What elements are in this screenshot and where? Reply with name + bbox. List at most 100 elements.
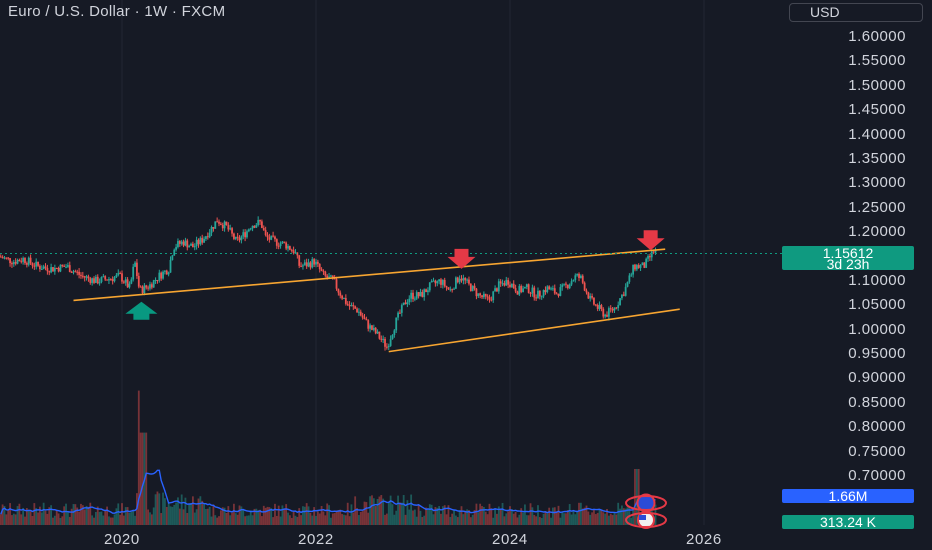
volume-bar [46,513,49,525]
volume-bar [261,516,263,525]
volume-bar [14,514,17,525]
candle-body [316,261,319,264]
volume-bar [128,512,131,525]
volume-bar [264,507,267,525]
candle-body [520,286,523,293]
volume-bar [469,517,472,525]
y-tick-label: 1.05000 [848,296,906,314]
volume-bar [496,513,498,525]
volume-bar [223,507,226,525]
candle-body [74,271,77,273]
candle-body [509,284,511,287]
candle-body [186,240,189,248]
volume-bar [186,512,189,525]
volume-bar [5,514,8,525]
volume-bar [89,502,92,525]
volume-bar [259,509,261,525]
volume-bar [33,503,36,525]
volume-bar [74,504,77,525]
volume-bar [497,506,500,525]
volume-bar [283,508,286,525]
volume-bar [296,516,299,525]
candle-body [447,287,450,290]
candle-body [594,304,597,306]
candle-body [78,271,80,275]
volume-bar [570,514,573,525]
candle-body [244,232,247,238]
volume-bar [12,513,15,525]
currency-selector[interactable]: USD [789,3,923,22]
candle-body [173,249,176,256]
volume-bar [180,494,183,525]
volume-bar [406,500,409,525]
candle-body [501,283,504,285]
candle-body [136,262,138,276]
candle-body [117,273,120,275]
volume-bar [48,507,51,525]
candle-body [464,277,467,281]
candle-body [158,272,161,281]
candle-body [208,232,211,238]
candle-body [348,304,351,307]
y-tick-label: 1.10000 [848,271,906,289]
volume-bar [458,510,461,525]
candle-body [94,276,97,283]
candle-body [455,277,457,289]
candle-body [585,290,588,293]
candle-body [400,305,403,313]
candle-body [649,256,651,258]
volume-bar [374,506,377,525]
last-price-value: 1.15612 [822,245,874,261]
candle-body [154,279,157,281]
us-flag-icon[interactable] [625,511,667,529]
candle-body [438,279,441,282]
volume-bar [473,510,476,525]
volume-bar [40,512,43,525]
volume-bar [0,514,2,525]
volume-bar [31,515,34,525]
candle-body [249,228,252,230]
candle-body [63,265,66,267]
volume-bar [568,504,571,525]
y-tick-label: 1.50000 [848,76,906,94]
candle-body [496,288,498,292]
candle-body [227,225,230,230]
candle-body [559,287,562,296]
volume-bar [126,507,129,525]
candle-body [119,273,122,275]
candle-body [80,274,82,276]
volume-bar [199,496,202,525]
candle-body [261,221,263,228]
volume-bar [400,502,403,525]
candle-body [566,284,569,289]
candle-body [231,228,233,234]
candle-body [514,288,517,292]
candle-body [486,296,489,298]
volume-bar [72,504,75,525]
candle-body [652,251,655,253]
candle-body [529,292,532,294]
volume-bar [471,514,474,525]
volume-bar [369,496,371,525]
candle-body [150,284,153,288]
candle-body [111,279,114,282]
volume-bar [288,515,291,525]
volume-bar [621,505,623,525]
candle-body [621,294,623,299]
candle-body [432,280,435,282]
candle-body [149,284,151,289]
volume-bar [408,509,411,525]
volume-bar [557,505,560,525]
candle-body [598,305,601,309]
candle-body [600,305,603,309]
candle-body [328,276,330,278]
eu-flag-icon[interactable] [625,493,667,513]
candle-body [430,280,433,283]
candle-body [165,270,168,275]
volume-bar [501,502,504,525]
volume-bar [20,514,23,525]
volume-bar [462,514,465,525]
candle-body [462,277,465,281]
candle-body [20,261,23,263]
